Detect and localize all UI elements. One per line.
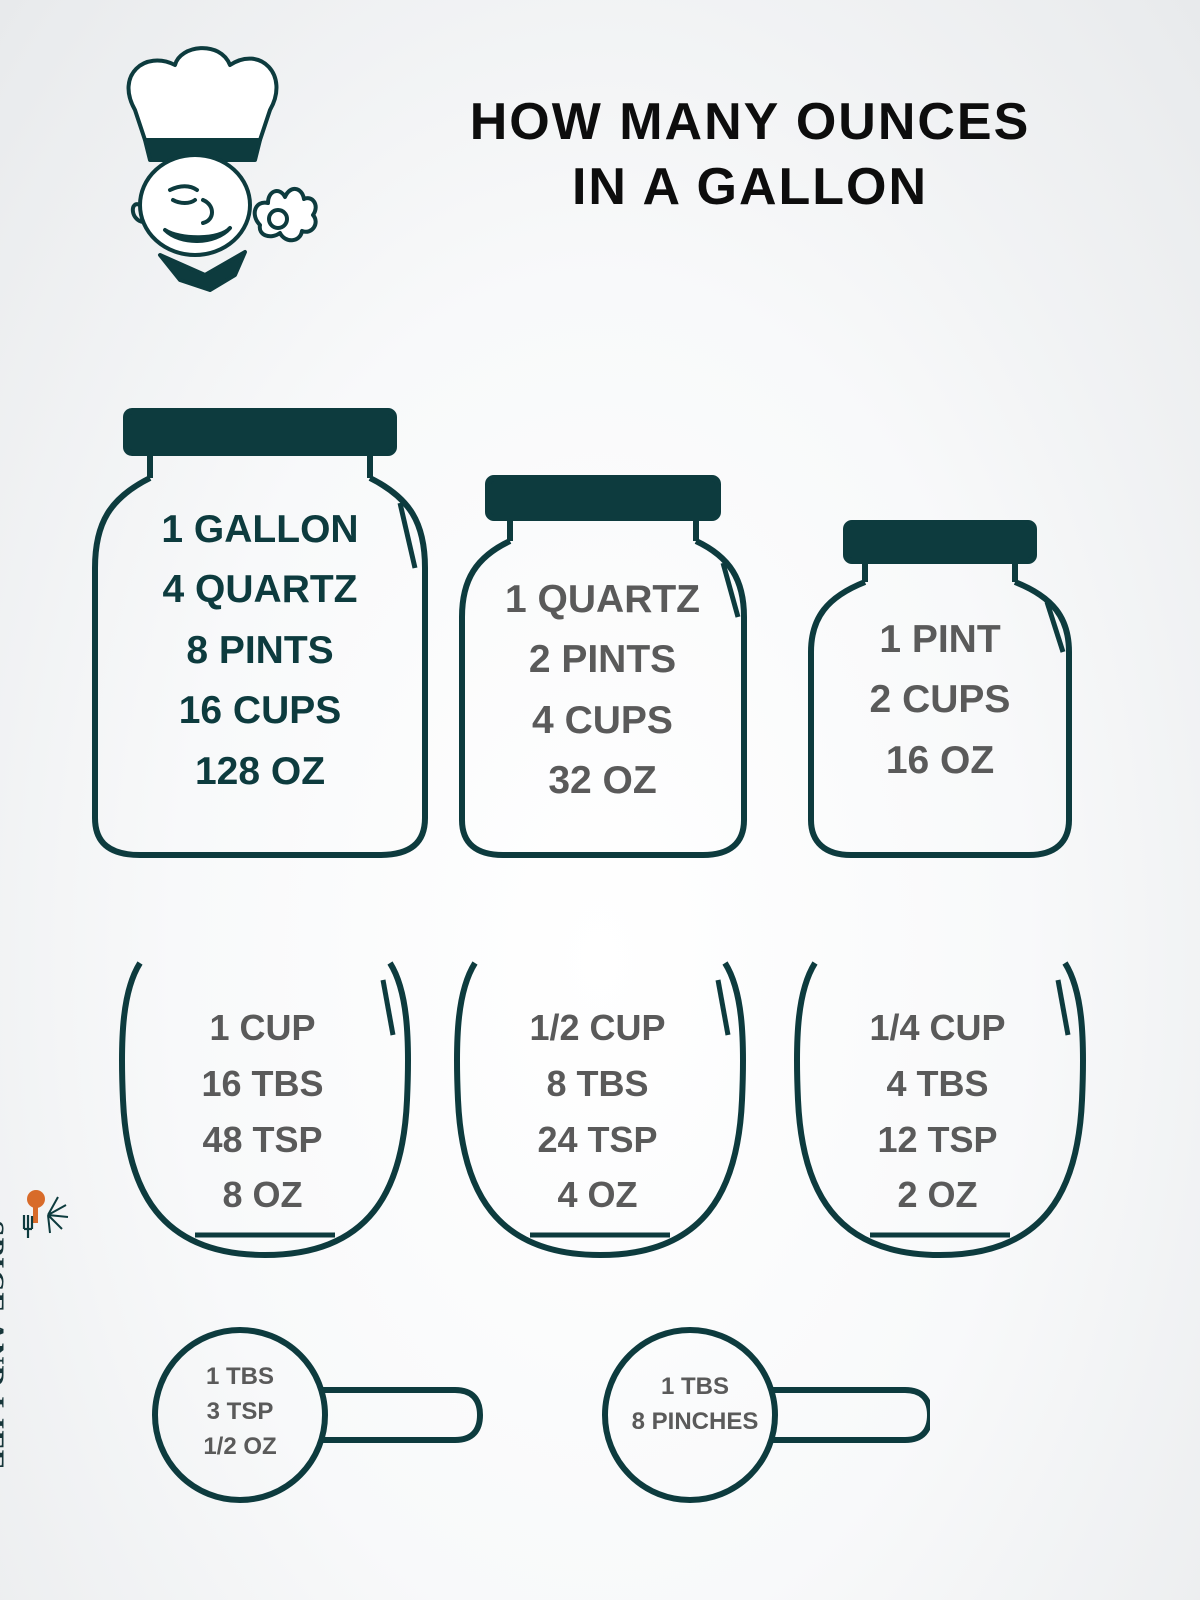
cup-2-text: 1/2 CUP 8 TBS 24 TSP 4 OZ [455,1000,740,1223]
brand-icon [18,1185,73,1240]
chef-icon [85,40,325,320]
spoon-1-text: 1 TBS 3 TSP 1/2 OZ [160,1360,320,1464]
brand-block: SPICE AND LIFE COOKING WITH HERBS AND SP… [0,1220,10,1520]
page-title: HOW MANY OUNCES IN A GALLON [340,90,1160,220]
jar-pint-text: 1 PINT 2 CUPS 16 OZ [790,610,1090,791]
title-line2: IN A GALLON [572,158,928,216]
title-line1: HOW MANY OUNCES [470,93,1031,151]
jar-quart-text: 1 QUARTZ 2 PINTS 4 CUPS 32 OZ [450,570,755,812]
jar-gallon-text: 1 GALLON 4 QUARTZ 8 PINTS 16 CUPS 128 OZ [95,500,425,802]
brand-name: SPICE AND LIFE [0,1220,10,1520]
cup-3-text: 1/4 CUP 4 TBS 12 TSP 2 OZ [795,1000,1080,1223]
spoon-2-text: 1 TBS 8 PINCHES [605,1370,785,1440]
cup-1-text: 1 CUP 16 TBS 48 TSP 8 OZ [120,1000,405,1223]
